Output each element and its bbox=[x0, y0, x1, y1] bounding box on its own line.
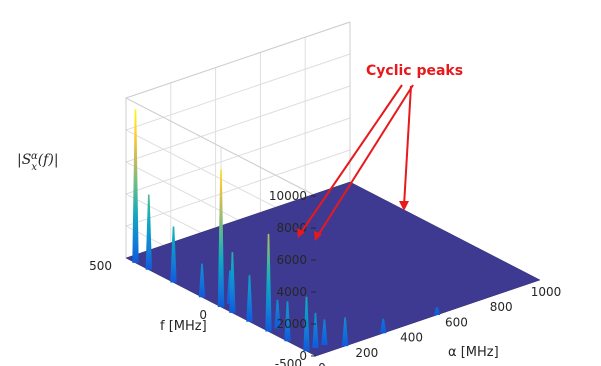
arrowhead-2 bbox=[314, 231, 322, 241]
z-tick-0: 0 bbox=[299, 349, 307, 363]
x-tick-1: 200 bbox=[355, 346, 378, 360]
peak-3 bbox=[198, 263, 206, 298]
peak-7 bbox=[246, 275, 253, 322]
peak-2 bbox=[170, 226, 177, 283]
peak-9 bbox=[274, 299, 281, 329]
arrow-3 bbox=[403, 85, 412, 207]
y-tick-1: 0 bbox=[199, 308, 207, 322]
x-tick-2: 400 bbox=[400, 331, 423, 345]
peak-12 bbox=[312, 312, 319, 349]
x-tick-3: 600 bbox=[445, 315, 468, 329]
peak-8 bbox=[265, 233, 272, 332]
z-tick-5: 10000 bbox=[269, 189, 307, 203]
peak-0 bbox=[132, 109, 139, 263]
z-axis-label: |Sxα(f)| bbox=[17, 151, 59, 173]
box-edge-3 bbox=[125, 21, 351, 99]
x-tick-5: 1000 bbox=[531, 285, 562, 299]
peaks-group bbox=[132, 109, 441, 352]
box-edge-4 bbox=[125, 97, 317, 197]
x-tick-4: 800 bbox=[490, 300, 513, 314]
peak-11 bbox=[303, 296, 310, 352]
z-tick-1: 2000 bbox=[276, 317, 307, 331]
peak-16 bbox=[433, 306, 441, 315]
arrow-1 bbox=[299, 84, 403, 235]
peak-15 bbox=[380, 318, 387, 334]
y-tick-2: -500 bbox=[275, 357, 302, 366]
annotation-arrows bbox=[299, 84, 414, 238]
arrowhead-1 bbox=[297, 228, 305, 238]
peak-1 bbox=[145, 194, 152, 270]
ticks-group: 0200040006000800010000020040060080010005… bbox=[89, 189, 561, 366]
annotation-text: Cyclic peaks bbox=[366, 63, 463, 79]
peak-14 bbox=[341, 317, 349, 347]
peak-13 bbox=[321, 319, 328, 346]
x-tick-0: 0 bbox=[318, 361, 326, 366]
peak-6 bbox=[229, 252, 236, 313]
y-tick-0: 500 bbox=[89, 259, 112, 273]
z-tick-3: 6000 bbox=[276, 253, 307, 267]
arrowhead-3 bbox=[399, 201, 409, 211]
y-axis-label: f [MHz] bbox=[160, 319, 207, 334]
peak-4 bbox=[217, 169, 225, 307]
peak-10 bbox=[284, 301, 291, 342]
x-axis-label: α [MHz] bbox=[448, 345, 499, 360]
z-tick-2: 4000 bbox=[276, 285, 307, 299]
arrow-2 bbox=[316, 84, 414, 238]
